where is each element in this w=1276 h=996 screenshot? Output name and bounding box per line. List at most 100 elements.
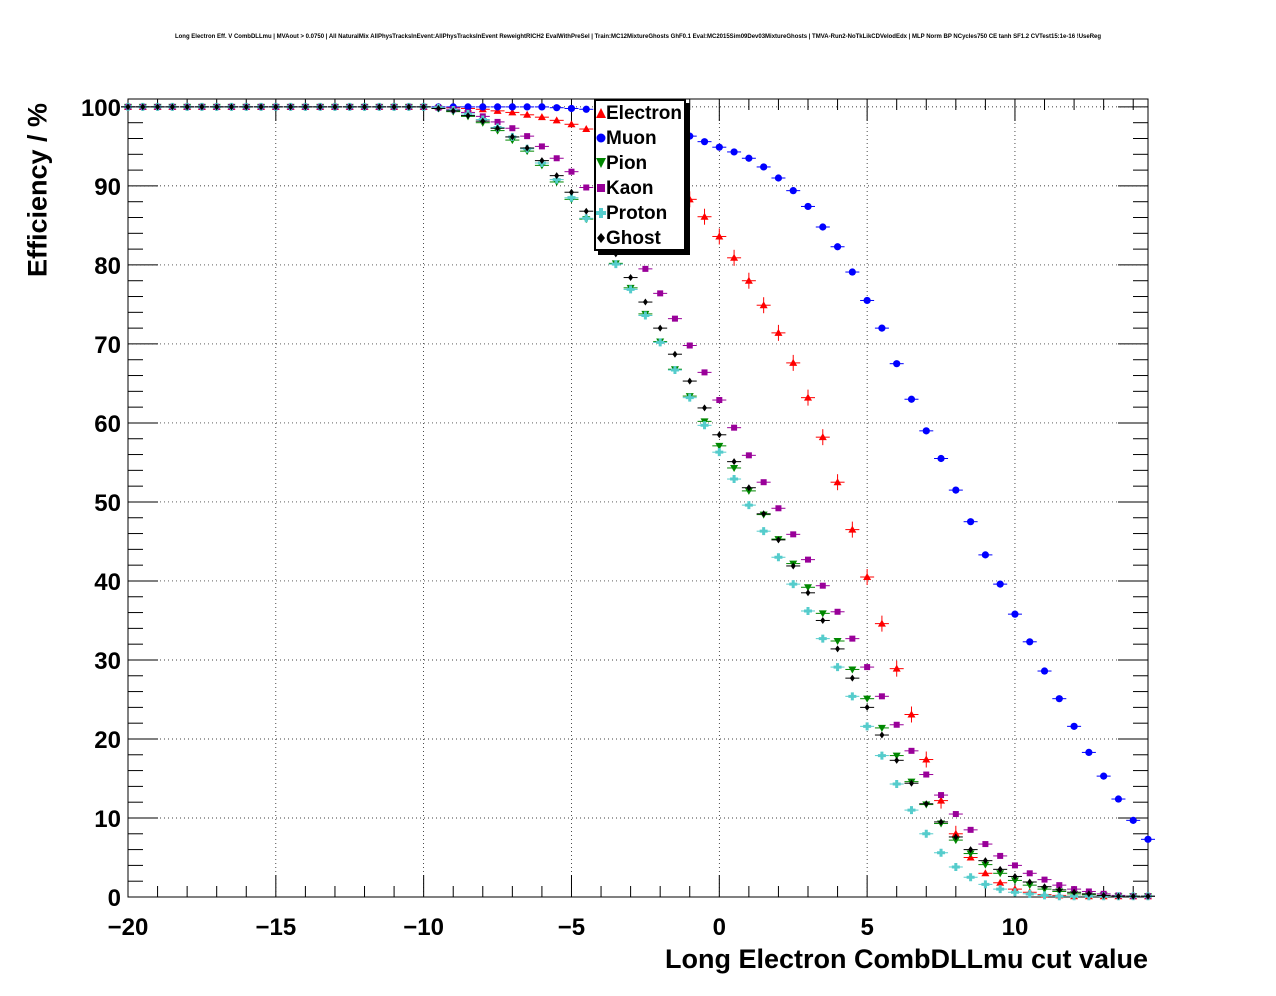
data-point	[892, 664, 901, 672]
x-tick-label: 0	[713, 914, 726, 941]
data-point	[804, 202, 812, 211]
x-tick-label: −15	[255, 914, 296, 941]
data-point	[1071, 888, 1077, 896]
y-tick-label: 80	[94, 253, 121, 280]
data-point	[1011, 610, 1019, 618]
series-ghost	[121, 103, 1155, 900]
y-axis-label: Efficiency / %	[22, 102, 53, 278]
data-point	[583, 207, 589, 215]
data-point	[524, 144, 530, 152]
data-point	[642, 265, 649, 272]
data-point	[715, 442, 724, 450]
data-point	[715, 143, 723, 151]
data-point	[332, 103, 338, 111]
data-point	[908, 779, 914, 787]
data-point	[1100, 772, 1108, 780]
data-point	[465, 112, 471, 120]
data-point	[258, 103, 264, 111]
y-tick-label: 20	[94, 727, 121, 754]
data-point	[789, 358, 798, 366]
data-point	[848, 268, 856, 276]
data-point	[996, 580, 1004, 588]
data-point	[1086, 890, 1092, 898]
diamond-marker-icon	[597, 233, 605, 243]
data-point	[568, 188, 574, 196]
x-tick-label: −10	[403, 914, 444, 941]
data-point	[199, 103, 205, 111]
data-point	[892, 752, 901, 760]
data-point	[790, 562, 796, 570]
data-point	[1025, 889, 1034, 898]
data-point	[480, 117, 486, 125]
data-point	[1114, 795, 1123, 803]
data-point	[744, 487, 753, 495]
data-point	[1040, 891, 1049, 900]
data-point	[700, 212, 709, 220]
data-point	[894, 756, 900, 764]
data-point	[922, 427, 930, 435]
data-point	[731, 424, 738, 431]
data-point	[273, 103, 279, 111]
data-point	[789, 187, 797, 195]
data-point	[1145, 892, 1151, 900]
data-point	[509, 125, 516, 132]
data-point	[937, 848, 946, 857]
data-point	[553, 104, 561, 112]
legend-item-kaon: Kaon	[596, 176, 684, 201]
data-point	[524, 133, 531, 140]
data-point	[864, 664, 871, 671]
data-point	[657, 324, 663, 332]
data-point	[996, 878, 1005, 886]
legend-label: Kaon	[606, 178, 654, 199]
data-point	[746, 484, 752, 492]
data-point	[568, 168, 575, 175]
data-point	[878, 324, 886, 332]
data-point	[567, 193, 576, 202]
data-point	[937, 796, 946, 804]
data-point	[552, 116, 561, 124]
circle-marker-icon	[596, 133, 606, 143]
data-point	[835, 645, 841, 653]
data-point	[877, 619, 886, 627]
data-point	[523, 110, 532, 118]
data-point	[1115, 892, 1121, 900]
y-tick-label: 70	[94, 332, 121, 359]
y-tick-label: 30	[94, 648, 121, 675]
data-point	[982, 857, 988, 865]
data-point	[937, 454, 945, 463]
data-point	[1070, 892, 1079, 901]
data-point	[523, 103, 531, 111]
data-point	[687, 377, 693, 385]
legend-label: Proton	[606, 203, 668, 224]
triangle-up-marker-icon	[596, 108, 606, 118]
data-point	[848, 666, 857, 674]
data-point	[760, 479, 767, 486]
data-point	[818, 610, 827, 618]
data-point	[685, 195, 694, 203]
data-point	[582, 214, 591, 223]
data-point	[582, 125, 591, 133]
data-point	[493, 103, 502, 111]
data-point	[775, 536, 781, 544]
legend-item-proton: Proton	[596, 201, 684, 226]
data-point	[716, 397, 723, 404]
data-point	[508, 103, 516, 111]
data-point	[716, 431, 722, 439]
data-point	[849, 674, 855, 682]
data-point	[730, 148, 738, 156]
data-point	[892, 780, 901, 789]
data-point	[774, 553, 783, 562]
data-point	[996, 870, 1005, 878]
data-point	[774, 174, 783, 182]
y-tick-label: 50	[94, 490, 121, 517]
data-point	[1040, 667, 1049, 675]
triangle-down-marker-icon	[596, 158, 606, 168]
data-point	[406, 103, 412, 111]
data-point	[849, 635, 856, 642]
data-point	[848, 525, 857, 533]
data-point	[805, 556, 811, 563]
x-tick-label: 10	[1002, 914, 1029, 941]
data-point	[938, 792, 945, 799]
data-point	[1101, 891, 1107, 899]
data-point	[907, 806, 916, 815]
